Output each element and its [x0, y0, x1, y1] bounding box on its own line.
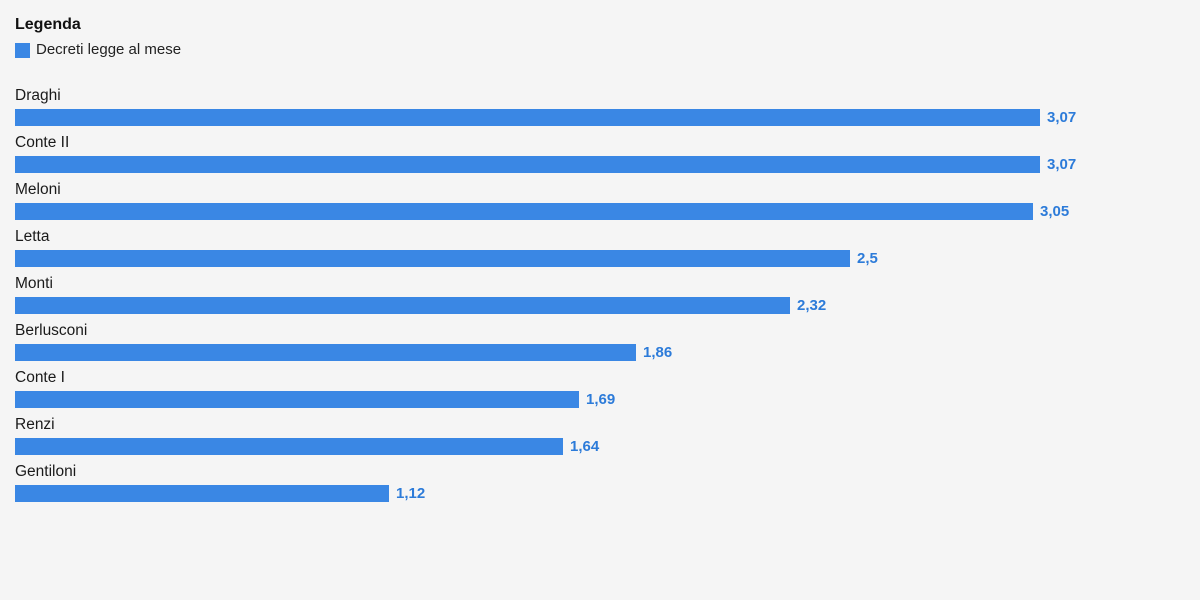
bar [15, 438, 563, 455]
bar-value-label: 1,69 [586, 391, 616, 408]
bar [15, 250, 850, 267]
bar-row: Meloni 3,05 [15, 180, 1200, 220]
bar-row: Conte I 1,69 [15, 368, 1200, 408]
bar-track: 2,5 [15, 250, 1200, 267]
bar-track: 3,07 [15, 156, 1200, 173]
bar-category-label: Conte I [15, 369, 65, 386]
bar-chart: Draghi 3,07 Conte II 3,07 Meloni 3,05 Letta 2,5… [15, 86, 1200, 502]
bar-row: Gentiloni 1,12 [15, 462, 1200, 502]
bar-value-label: 1,64 [570, 438, 600, 455]
bar-category-label: Conte II [15, 134, 70, 151]
bar [15, 109, 1040, 126]
bar [15, 485, 389, 502]
bar-row: Letta 2,5 [15, 227, 1200, 267]
bar-category-label: Berlusconi [15, 322, 88, 339]
bar-category-label: Monti [15, 275, 53, 292]
bar-category-label: Renzi [15, 416, 55, 433]
bar-row: Draghi 3,07 [15, 86, 1200, 126]
bar-value-label: 2,32 [797, 297, 827, 314]
legend-title: Legenda [15, 16, 81, 33]
legend: Legenda Decreti legge al mese [15, 15, 1200, 59]
bar-track: 2,32 [15, 297, 1200, 314]
bar-category-label: Gentiloni [15, 463, 77, 480]
bar-track: 1,86 [15, 344, 1200, 361]
bar-track: 3,05 [15, 203, 1200, 220]
bar [15, 391, 579, 408]
bar-value-label: 2,5 [857, 250, 878, 267]
bar-track: 3,07 [15, 109, 1200, 126]
bar-track: 1,12 [15, 485, 1200, 502]
bar-track: 1,64 [15, 438, 1200, 455]
bar-category-label: Draghi [15, 87, 61, 104]
bar-row: Renzi 1,64 [15, 415, 1200, 455]
bar [15, 344, 636, 361]
legend-item-label: Decreti legge al mese [36, 41, 182, 58]
bar-value-label: 3,05 [1040, 203, 1070, 220]
bar-category-label: Meloni [15, 181, 61, 198]
bar [15, 203, 1033, 220]
bar [15, 297, 790, 314]
bar-row: Monti 2,32 [15, 274, 1200, 314]
bar-row: Berlusconi 1,86 [15, 321, 1200, 361]
bar [15, 156, 1040, 173]
bar-value-label: 1,12 [396, 485, 426, 502]
legend-swatch-icon [15, 42, 30, 58]
bar-track: 1,69 [15, 391, 1200, 408]
bar-value-label: 1,86 [643, 344, 673, 361]
bar-value-label: 3,07 [1047, 109, 1077, 126]
legend-item: Decreti legge al mese [15, 41, 1200, 59]
bar-row: Conte II 3,07 [15, 133, 1200, 173]
bar-value-label: 3,07 [1047, 156, 1077, 173]
bar-category-label: Letta [15, 228, 50, 245]
